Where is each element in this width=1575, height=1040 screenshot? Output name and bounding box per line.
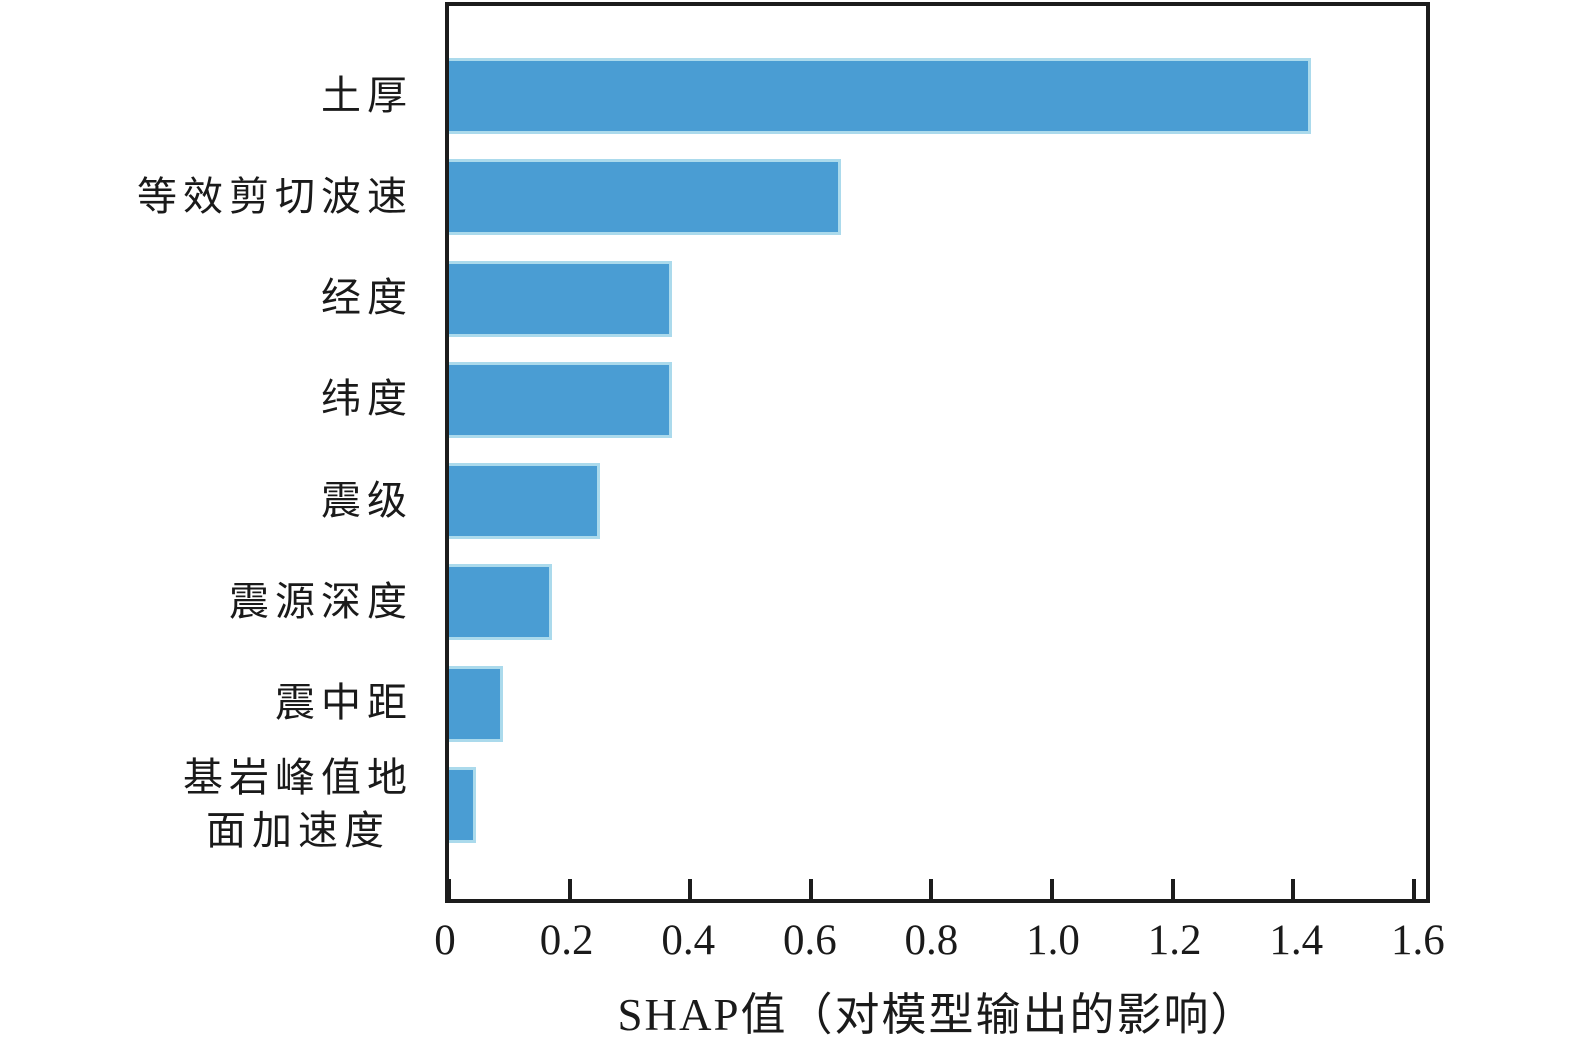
y-label-row: 经度 bbox=[0, 261, 427, 337]
x-tick-mark bbox=[1050, 879, 1055, 899]
y-label-row: 震源深度 bbox=[0, 564, 427, 640]
bar-row bbox=[449, 58, 1426, 134]
x-tick-mark bbox=[1291, 879, 1296, 899]
y-label: 震中距 bbox=[275, 680, 413, 726]
x-tick-label: 1.6 bbox=[1390, 917, 1445, 964]
bar-row bbox=[449, 361, 1426, 438]
y-label: 震源深度 bbox=[229, 579, 413, 624]
bar bbox=[449, 665, 504, 742]
x-tick-mark bbox=[1411, 879, 1416, 899]
bar-row bbox=[449, 159, 1426, 236]
bar bbox=[449, 361, 673, 438]
y-label-row: 基岩峰值地 面加速度 bbox=[0, 755, 427, 853]
y-label: 震级 bbox=[321, 477, 413, 523]
bar-row bbox=[449, 463, 1426, 540]
y-label: 基岩峰值地 面加速度 bbox=[183, 755, 413, 853]
x-axis-label: SHAP值（对模型输出的影响） bbox=[617, 990, 1258, 1040]
bar bbox=[449, 463, 600, 540]
bar-row bbox=[449, 260, 1426, 337]
bar-row bbox=[449, 564, 1426, 641]
x-tick-mark bbox=[929, 879, 934, 899]
x-tick-label: 0.8 bbox=[904, 917, 959, 964]
y-label-row: 等效剪切波速 bbox=[0, 159, 427, 235]
x-tick-mark bbox=[688, 879, 693, 899]
x-tick-label: 0 bbox=[434, 917, 456, 964]
x-tick-mark bbox=[567, 879, 572, 899]
y-label-row: 震中距 bbox=[0, 666, 427, 742]
x-tick-mark bbox=[808, 879, 813, 899]
y-label: 土厚 bbox=[321, 72, 413, 118]
y-label: 经度 bbox=[321, 275, 413, 321]
x-tick-label: 1.0 bbox=[1026, 917, 1080, 964]
y-label-row: 纬度 bbox=[0, 362, 427, 438]
plot-area bbox=[445, 2, 1430, 903]
bar bbox=[449, 564, 552, 641]
y-label: 纬度 bbox=[321, 376, 413, 422]
bar-row bbox=[449, 665, 1426, 742]
bar bbox=[449, 159, 841, 236]
y-label-row: 震级 bbox=[0, 463, 427, 539]
x-tick-label: 0.4 bbox=[661, 917, 716, 964]
bar-row bbox=[449, 766, 1426, 843]
x-tick-label: 0.2 bbox=[539, 917, 594, 964]
bar bbox=[449, 766, 477, 843]
x-tick-mark bbox=[1170, 879, 1175, 899]
x-tick-mark bbox=[447, 879, 451, 899]
x-tick-label: 0.6 bbox=[782, 917, 837, 964]
y-label: 等效剪切波速 bbox=[137, 173, 413, 219]
y-label-row: 土厚 bbox=[0, 58, 427, 134]
bar bbox=[449, 58, 1312, 134]
x-axis-tick-labels: 0 0.2 0.4 0.6 0.8 1.0 1.2 1.4 1.6 bbox=[434, 916, 1444, 972]
y-axis-labels: 土厚等效剪切波速经度纬度震级震源深度震中距基岩峰值地 面加速度 bbox=[0, 6, 427, 899]
x-tick-label: 1.2 bbox=[1147, 917, 1202, 964]
x-tick-label: 1.4 bbox=[1269, 917, 1324, 964]
bar bbox=[449, 260, 673, 337]
bar-series bbox=[449, 6, 1426, 899]
